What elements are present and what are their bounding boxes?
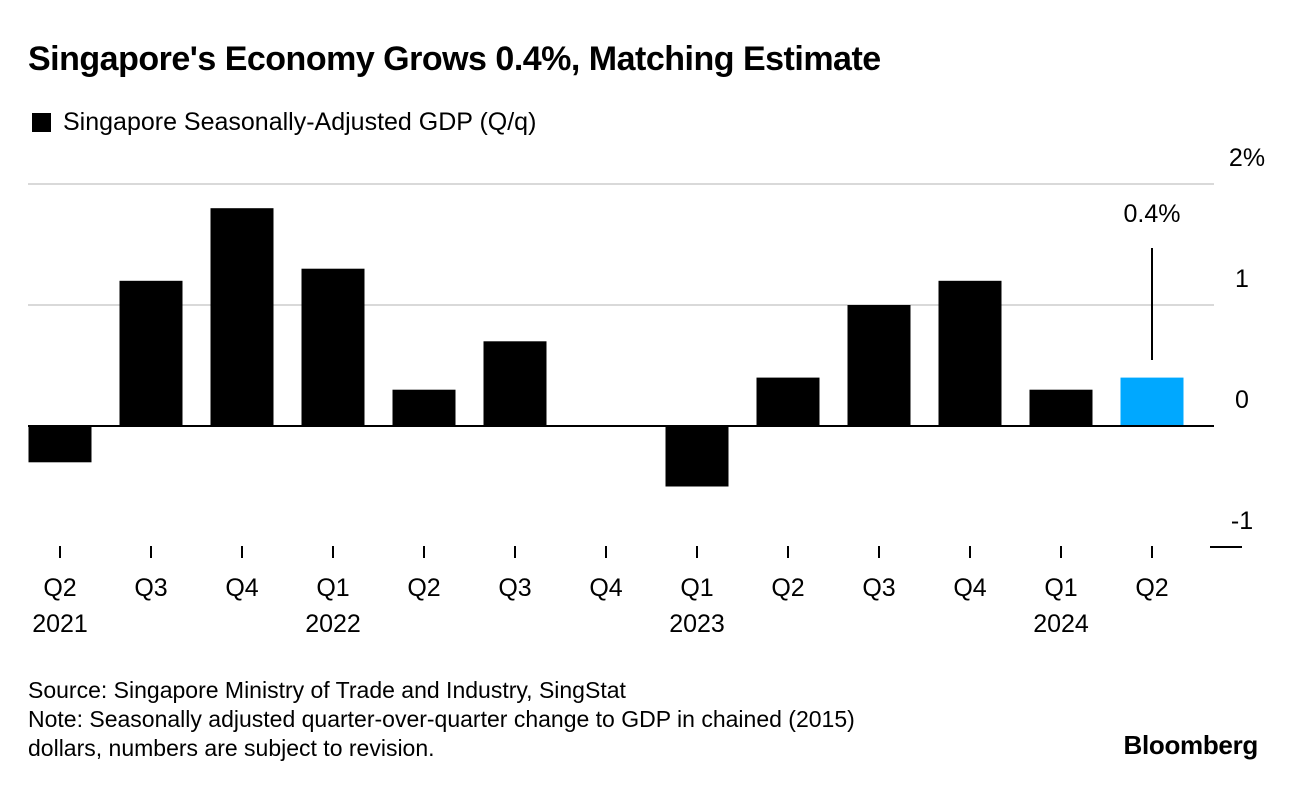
y-tick-label-3: -1 — [1231, 507, 1253, 535]
bar-4 — [392, 389, 456, 426]
x-year-label-11: 2024 — [1033, 610, 1089, 638]
x-tick-label-11: Q1 — [1044, 574, 1077, 602]
chart-title: Singapore's Economy Grows 0.4%, Matching… — [28, 40, 881, 78]
bar-10 — [938, 280, 1002, 426]
annotation-label: 0.4% — [1124, 200, 1181, 228]
source-notes: Source: Singapore Ministry of Trade and … — [28, 676, 1088, 763]
x-year-label-3: 2022 — [305, 610, 361, 638]
y-tick-label-2: 0 — [1235, 386, 1249, 414]
source-text: Source: Singapore Ministry of Trade and … — [28, 677, 626, 703]
x-tick-label-10: Q4 — [953, 574, 986, 602]
legend: Singapore Seasonally-Adjusted GDP (Q/q) — [32, 108, 536, 137]
note-text-line1: Note: Seasonally adjusted quarter-over-q… — [28, 706, 855, 732]
x-tick-label-12: Q2 — [1135, 574, 1168, 602]
x-tick-label-2: Q4 — [225, 574, 258, 602]
note-text-line2: dollars, numbers are subject to revision… — [28, 735, 435, 761]
legend-swatch — [32, 113, 51, 132]
bar-5 — [483, 341, 547, 426]
bar-7 — [665, 426, 729, 487]
x-tick-label-7: Q1 — [680, 574, 713, 602]
bar-8 — [756, 377, 820, 426]
bar-11 — [1029, 389, 1093, 426]
bar-12 — [1120, 377, 1184, 426]
bar-2 — [210, 208, 274, 426]
x-year-label-0: 2021 — [32, 610, 88, 638]
bar-3 — [301, 268, 365, 426]
legend-label: Singapore Seasonally-Adjusted GDP (Q/q) — [63, 108, 537, 136]
x-tick-label-6: Q4 — [589, 574, 622, 602]
bar-1 — [119, 280, 183, 426]
y-tick-label-0: 2% — [1229, 144, 1265, 172]
bar-9 — [847, 305, 911, 426]
y-tick-label-1: 1 — [1235, 265, 1249, 293]
x-tick-label-9: Q3 — [862, 574, 895, 602]
x-tick-label-8: Q2 — [771, 574, 804, 602]
x-tick-label-3: Q1 — [316, 574, 349, 602]
bloomberg-logo: Bloomberg — [1123, 730, 1258, 760]
bar-0 — [28, 426, 92, 463]
x-tick-label-4: Q2 — [407, 574, 440, 602]
x-tick-label-5: Q3 — [498, 574, 531, 602]
x-year-label-7: 2023 — [669, 610, 725, 638]
x-tick-label-1: Q3 — [134, 574, 167, 602]
x-tick-label-0: Q2 — [43, 574, 76, 602]
